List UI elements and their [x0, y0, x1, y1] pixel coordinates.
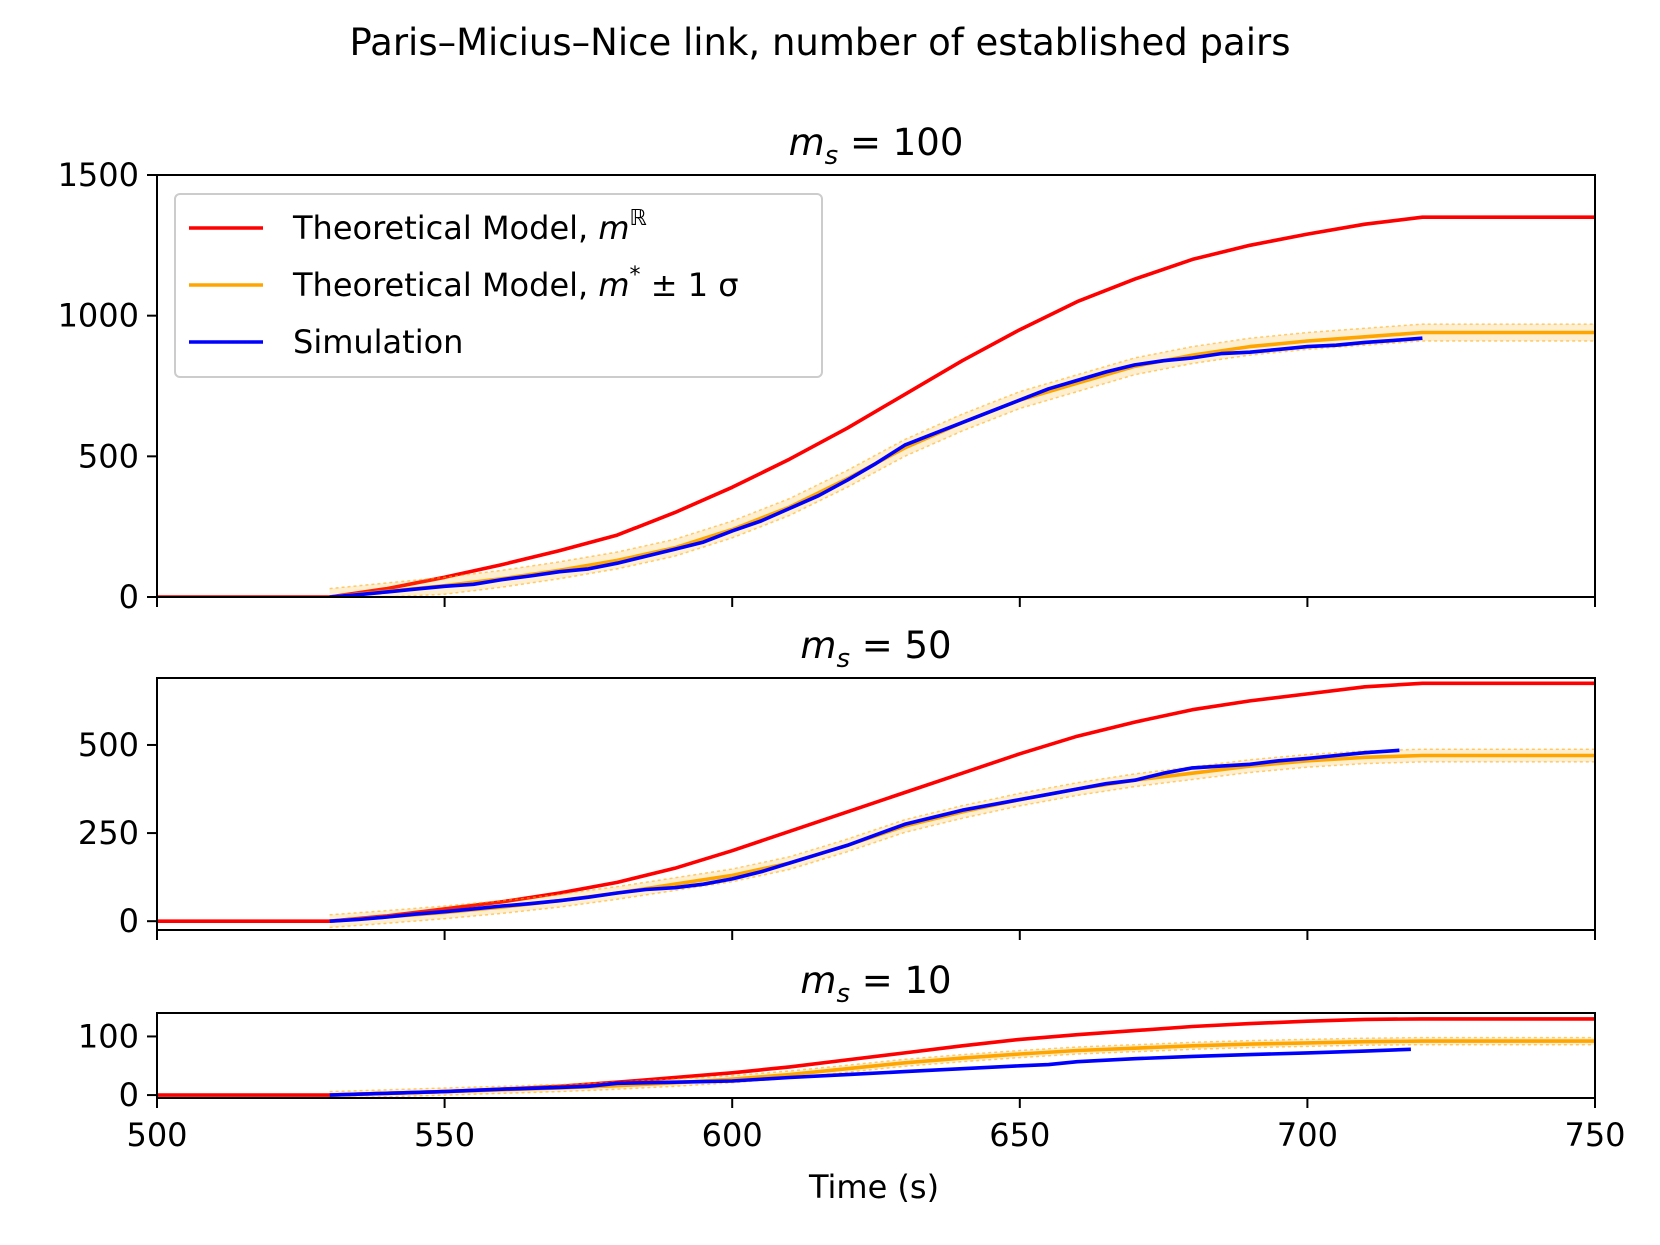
- title-math-symbol: m: [800, 959, 836, 1002]
- series-bound-theory_star: [329, 323, 1595, 590]
- subplot-3: ms = 10 500 550 600 650 700 750 0 100: [78, 959, 1626, 1154]
- series-bound-theory_star: [329, 761, 1595, 929]
- series-bound-theory_star: [329, 340, 1595, 597]
- y-tick-label: 0: [119, 1076, 139, 1114]
- axes-frame: [156, 174, 1596, 598]
- legend-text: Theoretical Model,: [292, 209, 598, 247]
- subplot-title: ms = 50: [800, 624, 951, 674]
- series-line-simulation: [329, 748, 1400, 923]
- plot-area: [157, 1017, 1595, 1098]
- figure-title: Paris–Micius–Nice link, number of establ…: [350, 21, 1291, 64]
- legend-text: Simulation: [293, 323, 463, 361]
- subplot-title: ms = 100: [789, 121, 964, 171]
- y-tick-label: 250: [78, 814, 139, 852]
- title-math-symbol: m: [800, 624, 836, 667]
- x-tick-label: 700: [1277, 1116, 1338, 1154]
- title-subscript: s: [825, 141, 839, 171]
- x-tick-label: 550: [414, 1116, 475, 1154]
- series-bound-theory_star: [329, 1043, 1595, 1098]
- x-axis-label: Time (s): [808, 1168, 939, 1206]
- legend-label-simulation: Simulation: [293, 323, 463, 361]
- y-tick-label: 1000: [58, 297, 139, 335]
- x-tick-label: 600: [702, 1116, 763, 1154]
- subplot-2: ms = 50 0 250 500: [78, 624, 1596, 940]
- legend-superscript: *: [630, 263, 641, 288]
- title-value: = 100: [838, 121, 963, 164]
- y-tick-label: 500: [78, 726, 139, 764]
- y-tick-label: 500: [78, 437, 139, 475]
- title-value: = 10: [850, 959, 952, 1002]
- plot-area: [157, 681, 1595, 929]
- subplot-title: ms = 10: [800, 959, 951, 1009]
- plot-area: [157, 215, 1595, 597]
- title-value: = 50: [850, 624, 952, 667]
- legend-text: Theoretical Model,: [292, 266, 598, 304]
- y-tick-label: 1500: [58, 156, 139, 194]
- y-tick-label: 0: [119, 902, 139, 940]
- series-line-theory_r: [157, 681, 1595, 924]
- legend-suffix: ± 1 σ: [641, 266, 739, 304]
- legend-math-symbol: m: [598, 266, 629, 304]
- series-line-theory_r: [157, 215, 1595, 597]
- axes-frame: [156, 1012, 1596, 1099]
- series-bound-theory_star: [329, 748, 1595, 916]
- x-tick-label: 750: [1564, 1116, 1625, 1154]
- title-subscript: s: [836, 644, 850, 674]
- series-bound-theory_star: [329, 1036, 1595, 1093]
- title-subscript: s: [836, 979, 850, 1009]
- title-math-symbol: m: [789, 121, 825, 164]
- series-line-simulation: [329, 1047, 1411, 1097]
- y-tick-label: 100: [78, 1017, 139, 1055]
- legend-frame: [174, 193, 823, 378]
- y-tick-label: 0: [119, 578, 139, 616]
- legend-math-symbol: m: [598, 209, 629, 247]
- legend-label-theory_star: Theoretical Model, m* ± 1 σ: [292, 263, 739, 304]
- x-tick-label: 650: [989, 1116, 1050, 1154]
- series-line-simulation: [329, 336, 1423, 597]
- legend-label-theory_r: Theoretical Model, mℝ: [292, 206, 647, 247]
- x-tick-label: 500: [126, 1116, 187, 1154]
- legend-superscript: ℝ: [630, 206, 647, 231]
- axes-frame: [156, 677, 1596, 931]
